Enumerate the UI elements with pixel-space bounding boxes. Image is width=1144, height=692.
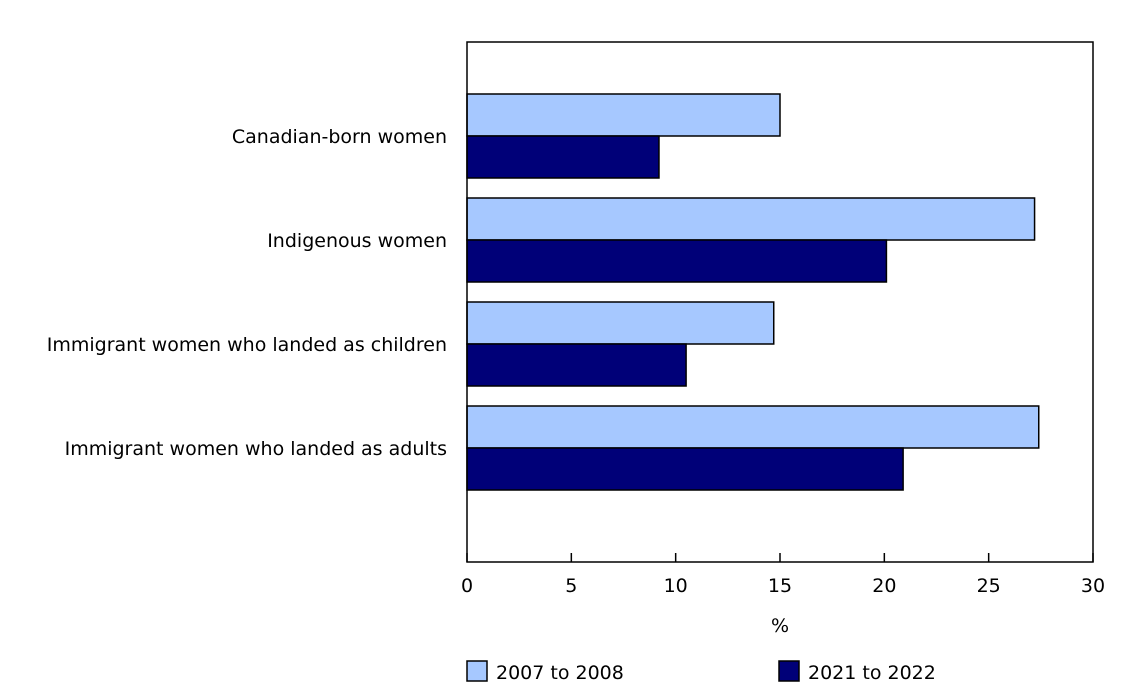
legend-swatch-1: [466, 660, 488, 682]
bar-series1-0: [466, 93, 781, 137]
x-tick-label: 30: [1081, 575, 1105, 597]
legend: 2007 to 2008 2021 to 2022: [466, 660, 936, 684]
bar-series2-2: [466, 343, 687, 387]
x-tick-label: 0: [461, 575, 473, 597]
category-label: Canadian-born women: [232, 126, 447, 148]
x-tick-label: 5: [565, 575, 577, 597]
legend-swatch-2: [778, 660, 800, 682]
x-tick-label: 25: [977, 575, 1001, 597]
legend-label-1: 2007 to 2008: [496, 662, 624, 684]
x-tick-label: 20: [872, 575, 896, 597]
x-axis: 0 5 10 15 20 25 30: [461, 553, 1105, 597]
bar-series2-3: [466, 447, 904, 491]
legend-label-2: 2021 to 2022: [808, 662, 936, 684]
bars-group: [466, 93, 1040, 491]
bar-series2-1: [466, 239, 888, 283]
category-label: Immigrant women who landed as adults: [65, 438, 447, 460]
bar-series1-1: [466, 197, 1036, 241]
x-axis-title: %: [771, 615, 789, 637]
category-label: Indigenous women: [267, 230, 447, 252]
x-tick-label: 15: [768, 575, 792, 597]
bar-series1-2: [466, 301, 775, 345]
bar-series2-0: [466, 135, 660, 179]
category-labels: Canadian-born women Indigenous women Immig…: [47, 126, 447, 460]
category-label: Immigrant women who landed as children: [47, 334, 447, 356]
bar-series1-3: [466, 405, 1040, 449]
x-tick-label: 10: [664, 575, 688, 597]
